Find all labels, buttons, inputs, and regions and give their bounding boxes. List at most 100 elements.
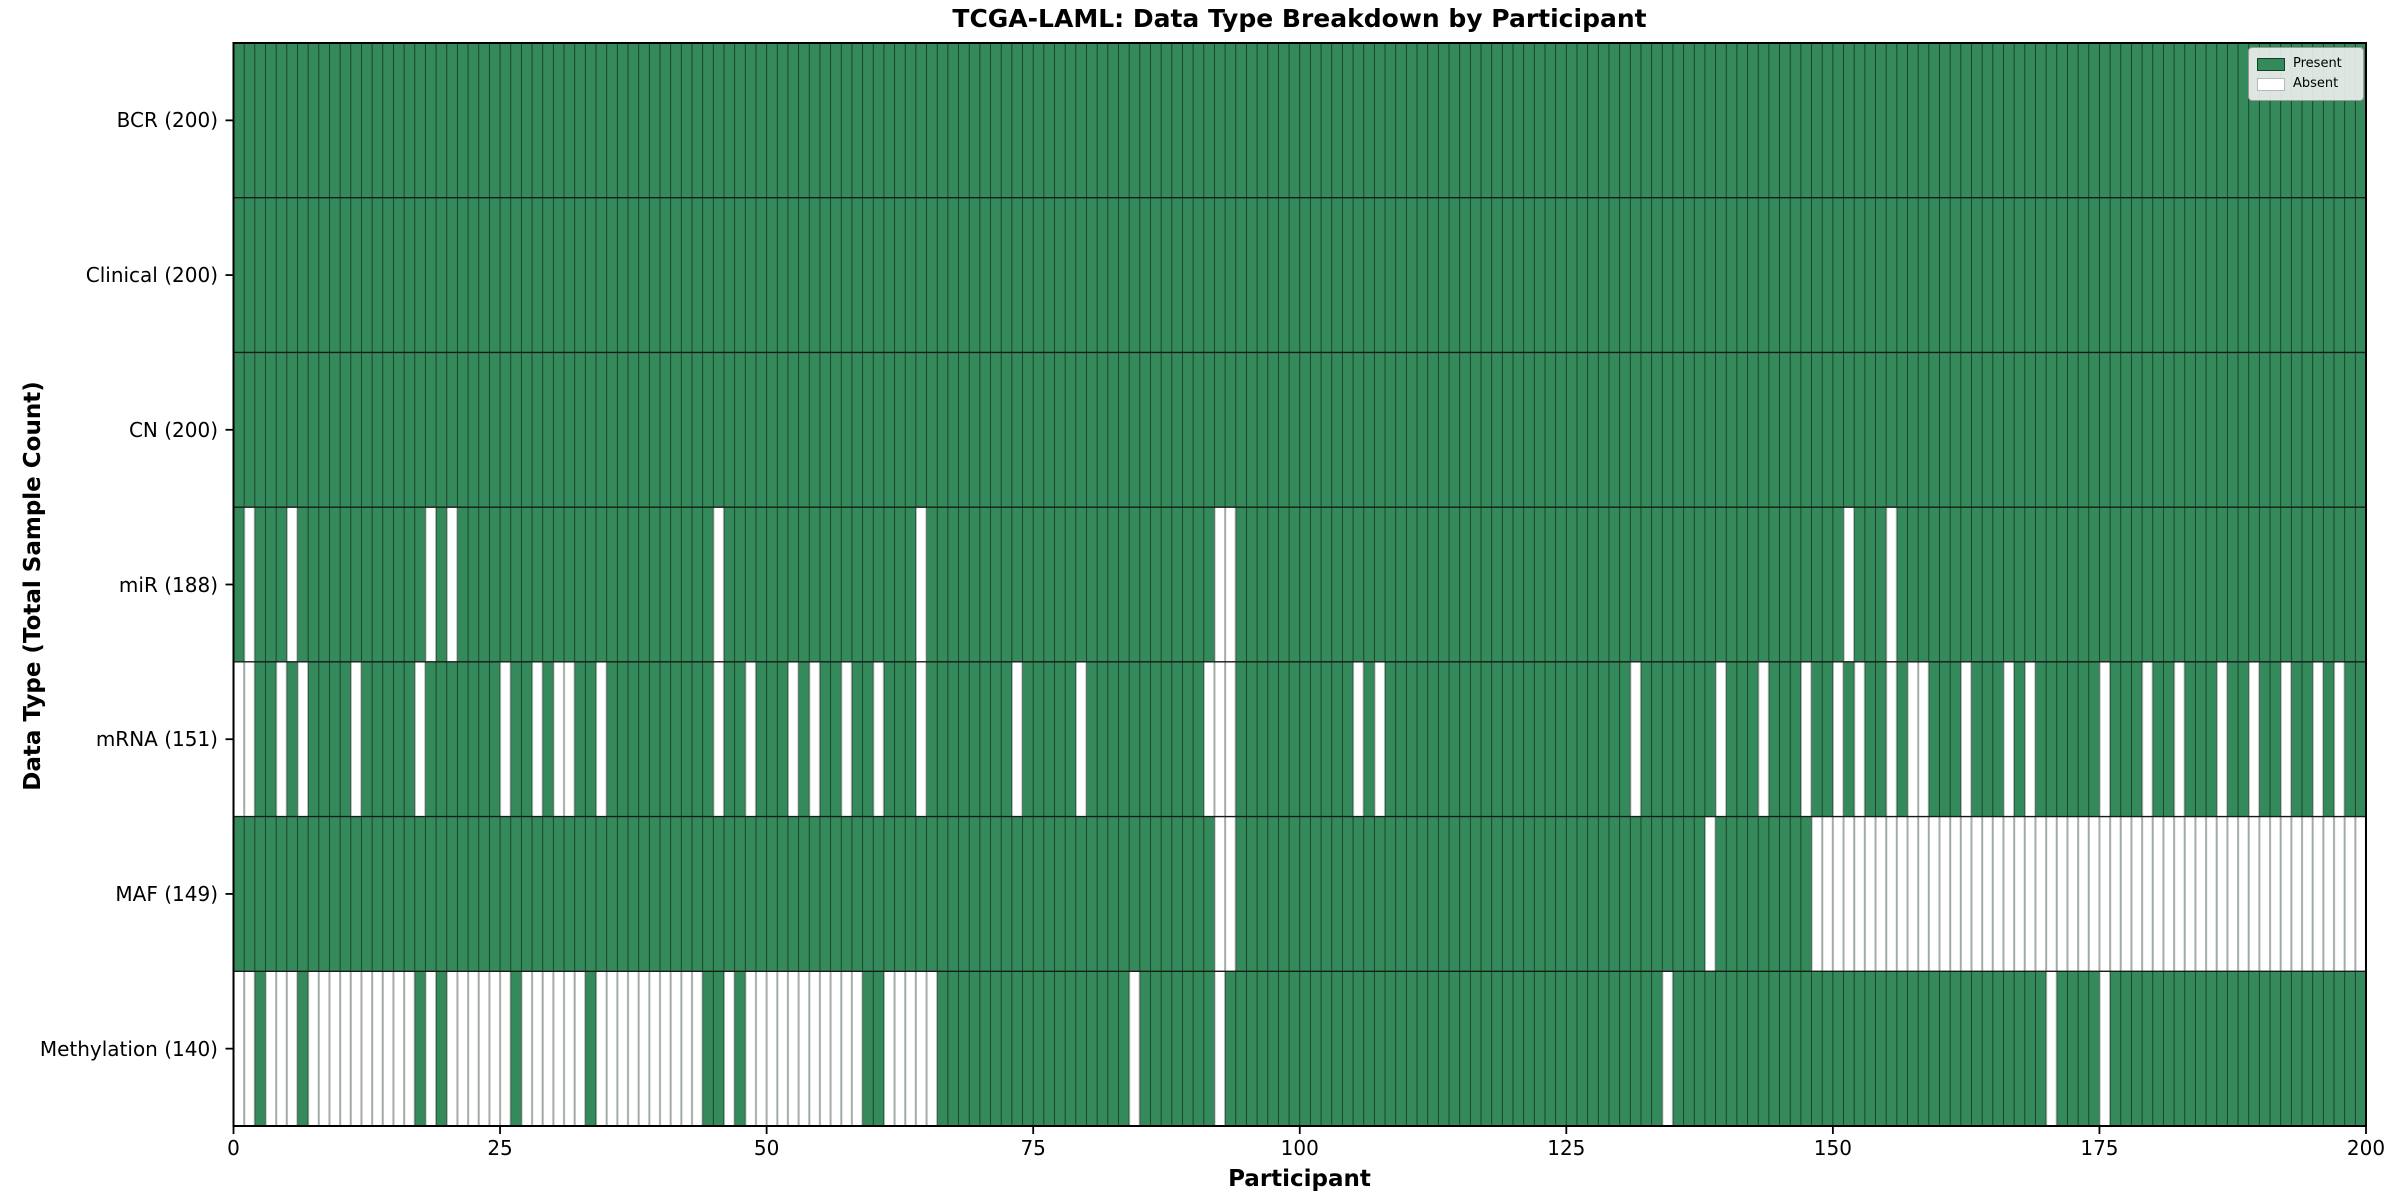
absent-cell <box>2227 816 2238 972</box>
absent-cell <box>798 970 810 1127</box>
absent-cell <box>2120 816 2132 972</box>
absent-cell <box>916 506 927 663</box>
absent-cell <box>894 970 906 1127</box>
row-Clinical <box>233 197 2367 353</box>
absent-cell <box>2003 816 2015 972</box>
absent-cell <box>596 970 607 1127</box>
absent-cell <box>713 661 724 818</box>
absent-cell <box>446 506 458 663</box>
absent-cell <box>2216 816 2228 972</box>
absent-cell <box>2280 816 2292 972</box>
absent-cell <box>1992 816 2004 972</box>
absent-cell <box>638 970 650 1127</box>
absent-cell <box>1662 970 1673 1127</box>
absent-cell <box>617 970 628 1127</box>
y-axis-label: Data Type (Total Sample Count) <box>20 381 46 791</box>
absent-cell <box>2046 970 2057 1127</box>
absent-cell <box>2248 816 2260 972</box>
absent-cell <box>500 661 511 818</box>
row-miR <box>233 506 2367 663</box>
absent-cell <box>2163 816 2174 972</box>
absent-cell <box>1864 816 1876 972</box>
absent-cell <box>1886 661 1897 818</box>
absent-cell <box>2248 661 2260 818</box>
absent-cell <box>1886 816 1897 972</box>
absent-cell <box>297 661 309 818</box>
absent-cell <box>724 970 735 1127</box>
absent-cell <box>649 970 660 1127</box>
absent-cell <box>2014 816 2025 972</box>
absent-cell <box>2142 661 2153 818</box>
absent-cell <box>1918 661 1929 818</box>
absent-cell <box>2312 816 2324 972</box>
absent-cell <box>606 970 618 1127</box>
absent-cell <box>628 970 639 1127</box>
absent-cell <box>2174 816 2185 972</box>
absent-cell <box>2099 661 2111 818</box>
absent-cell <box>926 970 938 1127</box>
absent-cell <box>2312 661 2324 818</box>
absent-cell <box>2323 816 2334 972</box>
absent-cell <box>2003 661 2015 818</box>
absent-cell <box>2046 816 2057 972</box>
absent-cell <box>852 970 863 1127</box>
legend-label-present: Present <box>2293 56 2342 71</box>
absent-cell <box>2195 816 2206 972</box>
absent-cell <box>1214 661 1226 818</box>
absent-cell <box>777 970 788 1127</box>
absent-cell <box>564 970 575 1127</box>
absent-cell <box>745 661 756 818</box>
y-tick-label-mRNA: mRNA (151) <box>95 727 218 752</box>
chart-title: TCGA-LAML: Data Type Breakdown by Partic… <box>952 4 1647 33</box>
absent-cell <box>425 506 436 663</box>
absent-cell <box>2174 661 2185 818</box>
row-MAF <box>233 816 2367 972</box>
absent-cell <box>809 661 820 818</box>
absent-cell <box>1907 816 1919 972</box>
absent-cell <box>788 970 799 1127</box>
x-tick-label-25: 25 <box>487 1136 513 1160</box>
absent-cell <box>1758 661 1769 818</box>
absent-cell <box>404 970 415 1127</box>
absent-cell <box>1854 661 1865 818</box>
absent-cell <box>1928 816 1940 972</box>
absent-cell <box>329 970 341 1127</box>
absent-cell <box>745 970 756 1127</box>
absent-cell <box>1822 816 1833 972</box>
x-tick-label-200: 200 <box>2346 1136 2386 1160</box>
absent-cell <box>2302 816 2313 972</box>
absent-cell <box>873 661 884 818</box>
absent-cell <box>1374 661 1385 818</box>
absent-cell <box>2216 661 2228 818</box>
absent-cell <box>809 970 820 1127</box>
absent-cell <box>841 661 852 818</box>
absent-cell <box>2078 816 2089 972</box>
absent-cell <box>2024 661 2036 818</box>
absent-cell <box>1203 661 1215 818</box>
absent-cell <box>350 661 362 818</box>
absent-cell <box>2110 816 2121 972</box>
absent-swatch-icon <box>2257 77 2285 91</box>
row-BCR <box>233 43 2367 198</box>
absent-cell <box>1811 816 1823 972</box>
x-tick-label-75: 75 <box>1020 1136 1046 1160</box>
absent-cell <box>1982 816 1993 972</box>
absent-cell <box>596 661 607 818</box>
absent-cell <box>2206 816 2217 972</box>
absent-cell <box>2270 816 2281 972</box>
y-tick-label-MAF: MAF (149) <box>115 881 218 906</box>
absent-cell <box>1832 816 1844 972</box>
absent-cell <box>1939 816 1951 972</box>
absent-cell <box>2334 661 2345 818</box>
absent-cell <box>286 506 298 663</box>
absent-cell <box>1225 506 1236 663</box>
absent-cell <box>244 506 255 663</box>
absent-cell <box>2088 816 2100 972</box>
absent-cell <box>884 970 895 1127</box>
absent-cell <box>2291 816 2302 972</box>
x-tick-label-150: 150 <box>1813 1136 1852 1160</box>
absent-cell <box>1715 661 1727 818</box>
absent-cell <box>350 970 362 1127</box>
absent-cell <box>916 970 927 1127</box>
